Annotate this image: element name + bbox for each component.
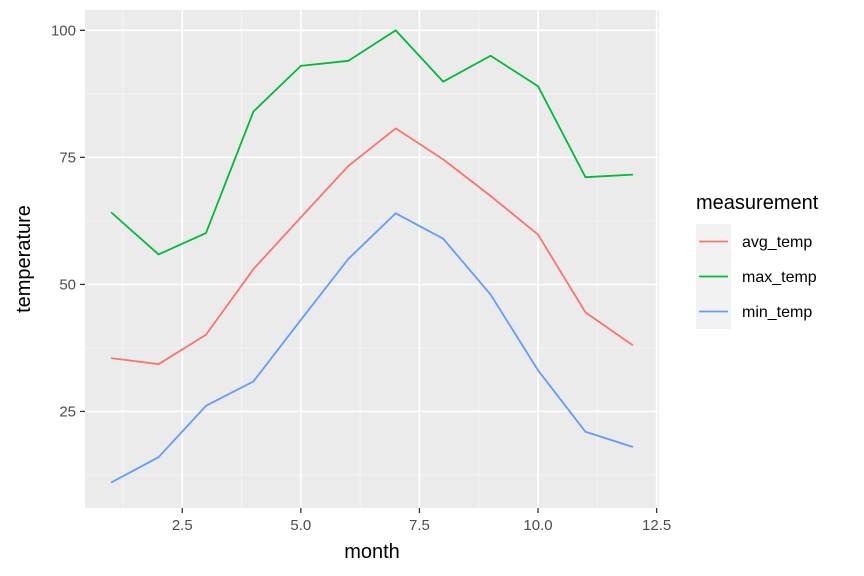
x-tick-label: 7.5: [409, 517, 430, 534]
legend: measurement avg_temp max_temp min_temp: [696, 192, 819, 329]
grid-major: [85, 10, 659, 508]
grid-minor: [85, 10, 659, 508]
x-tick-label: 2.5: [172, 517, 193, 534]
x-tick-labels: 2.5 5.0 7.5 10.0 12.5: [172, 517, 671, 534]
y-tick-label: 25: [59, 403, 76, 420]
y-tick-label: 50: [59, 276, 76, 293]
legend-title: measurement: [696, 192, 819, 214]
legend-keys: avg_temp max_temp min_temp: [696, 224, 817, 329]
legend-label: avg_temp: [742, 234, 812, 251]
x-axis-title: month: [344, 541, 400, 563]
y-tick-labels: 25 50 75 100: [51, 22, 76, 420]
legend-label: max_temp: [742, 269, 817, 286]
series-line-avg_temp: [110, 127, 634, 366]
legend-item-avg_temp: avg_temp: [696, 224, 812, 259]
series-lines: [110, 29, 634, 484]
legend-label: min_temp: [742, 304, 812, 321]
legend-item-max_temp: max_temp: [696, 259, 817, 294]
legend-item-min_temp: min_temp: [696, 294, 812, 329]
series-line-max_temp: [110, 29, 633, 256]
plot-panel: [85, 10, 659, 508]
y-axis-title: temperature: [13, 205, 35, 313]
x-tick-label: 5.0: [290, 517, 311, 534]
y-tick-label: 75: [59, 149, 76, 166]
y-tick-label: 100: [51, 22, 76, 39]
x-tick-label: 12.5: [642, 517, 671, 534]
x-tick-label: 10.0: [523, 517, 552, 534]
axis-ticks: [80, 29, 658, 513]
series-line-min_temp: [110, 212, 634, 484]
